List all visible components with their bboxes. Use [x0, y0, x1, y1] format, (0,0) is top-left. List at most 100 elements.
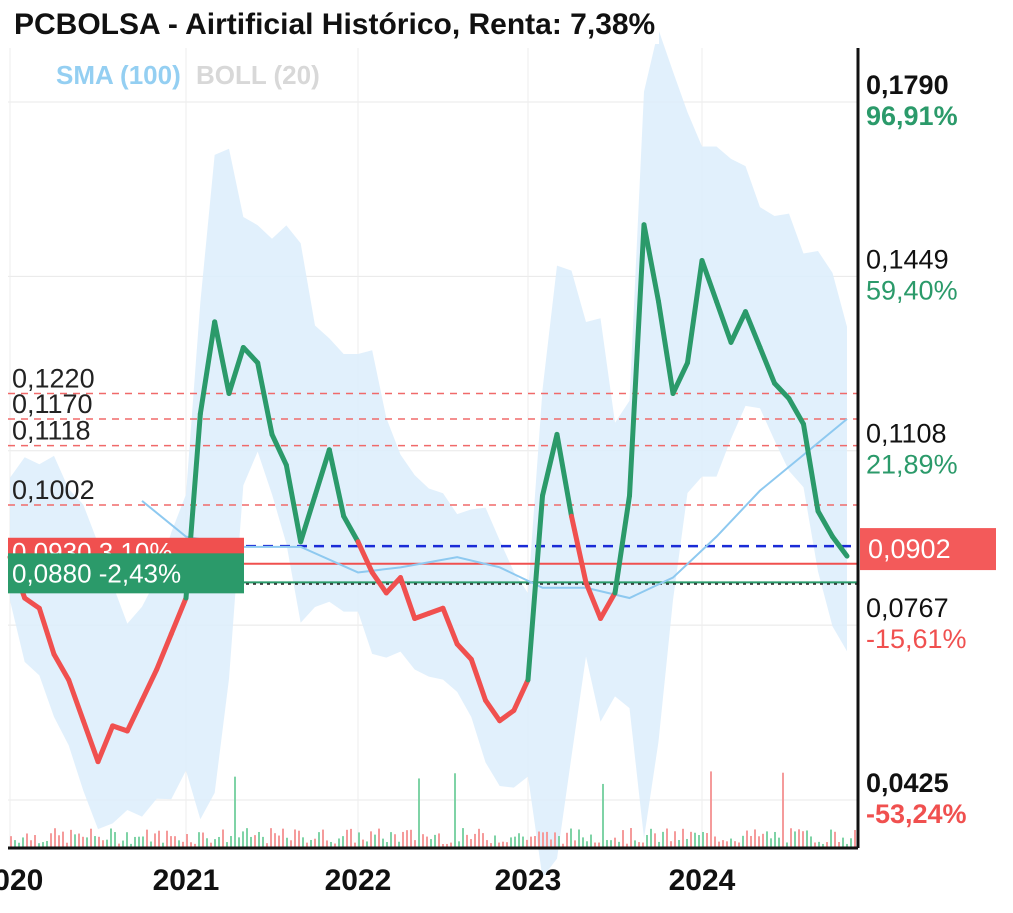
y-tick-pct: 96,91%	[866, 101, 958, 131]
price-segment	[51, 651, 72, 683]
volume-bar	[294, 829, 296, 848]
volume-bar	[206, 838, 208, 848]
volume-bar	[810, 836, 812, 848]
volume-bar	[706, 833, 708, 848]
volume-bar	[450, 842, 452, 848]
volume-bar	[746, 830, 748, 848]
volume-bar	[426, 836, 428, 848]
volume-bar	[846, 843, 848, 848]
volume-bar	[130, 843, 132, 848]
price-segment	[569, 513, 589, 586]
price-segment	[369, 569, 389, 596]
volume-bar	[314, 838, 316, 848]
volume-bar	[382, 838, 384, 848]
volume-bar	[42, 842, 44, 848]
volume-bar	[618, 841, 620, 848]
price-segment	[398, 575, 418, 621]
volume-bar	[286, 837, 288, 848]
volume-bar	[794, 831, 796, 848]
price-segment	[540, 431, 560, 499]
volume-bar	[702, 831, 704, 848]
volume-bar	[798, 829, 800, 848]
legend-boll[interactable]: BOLL (20)	[195, 60, 320, 90]
volume-bar	[710, 771, 712, 848]
price-segment	[699, 258, 719, 304]
volume-bar	[230, 836, 232, 848]
volume-bar	[166, 830, 168, 848]
y-tick-pct: 59,40%	[866, 275, 958, 305]
volume-bar	[586, 841, 588, 848]
volume-bar	[258, 831, 260, 848]
volume-bar	[502, 841, 504, 848]
volume-bar	[514, 836, 516, 848]
volume-bar	[158, 830, 160, 848]
volume-bar	[34, 835, 36, 848]
price-segment	[554, 431, 574, 519]
volume-bar	[254, 835, 256, 848]
volume-bar	[94, 836, 96, 848]
volume-bar	[318, 832, 320, 848]
price-segment	[269, 431, 289, 468]
volume-bar	[46, 840, 48, 848]
volume-bar	[278, 835, 280, 848]
volume-bar	[526, 839, 528, 848]
volume-bar	[98, 836, 100, 848]
volume-bar	[814, 842, 816, 848]
price-segment	[641, 222, 661, 304]
price-segment	[326, 447, 347, 519]
price-segment	[124, 697, 145, 734]
volume-bar	[178, 840, 180, 848]
volume-bar	[614, 837, 616, 848]
volume-bar	[406, 830, 408, 848]
price-segment	[468, 656, 488, 703]
x-tick-label: 2021	[153, 864, 220, 897]
volume-bar	[830, 829, 832, 848]
volume-bar	[106, 839, 108, 848]
legend-sma[interactable]: SMA (100)	[56, 60, 181, 90]
price-segment	[483, 697, 503, 724]
resistance-label: 0,1170	[12, 389, 93, 419]
volume-bar	[146, 829, 148, 848]
volume-bar	[826, 842, 828, 848]
volume-bar	[742, 835, 744, 848]
volume-bar	[62, 831, 64, 848]
price-segment	[139, 667, 160, 703]
price-segment	[627, 222, 647, 499]
volume-bar	[578, 829, 580, 848]
price-segment	[255, 360, 275, 437]
price-segment	[743, 309, 763, 350]
volume-bar	[698, 835, 700, 848]
volume-bar	[650, 828, 652, 848]
price-segment	[815, 508, 835, 540]
price-segment	[110, 723, 130, 734]
volume-bar	[778, 837, 780, 848]
volume-bar	[802, 831, 804, 848]
volume-bar	[434, 834, 436, 848]
volume-bar	[674, 831, 676, 848]
volume-bar	[234, 776, 236, 848]
volume-bar	[18, 842, 20, 848]
volume-bar	[250, 836, 252, 848]
volume-bar	[394, 834, 396, 848]
volume-bar	[302, 837, 304, 848]
price-segment	[226, 344, 246, 396]
price-segment	[612, 493, 632, 596]
volume-bar	[574, 840, 576, 848]
volume-bar	[442, 843, 444, 848]
price-segment	[685, 258, 705, 366]
volume-bar	[414, 840, 416, 848]
price-segment	[66, 677, 86, 724]
price-segment	[583, 580, 603, 621]
price-segment	[598, 590, 618, 621]
volume-bar	[646, 834, 648, 848]
volume-bar	[290, 840, 292, 848]
volume-bar	[678, 840, 680, 848]
volume-bar	[350, 828, 352, 848]
volume-bar	[266, 843, 268, 848]
volume-bar	[78, 833, 80, 848]
volume-bar	[402, 831, 404, 848]
volume-bar	[150, 841, 152, 848]
price-segment	[670, 360, 690, 396]
volume-bar	[722, 840, 724, 848]
volume-bar	[562, 843, 564, 848]
